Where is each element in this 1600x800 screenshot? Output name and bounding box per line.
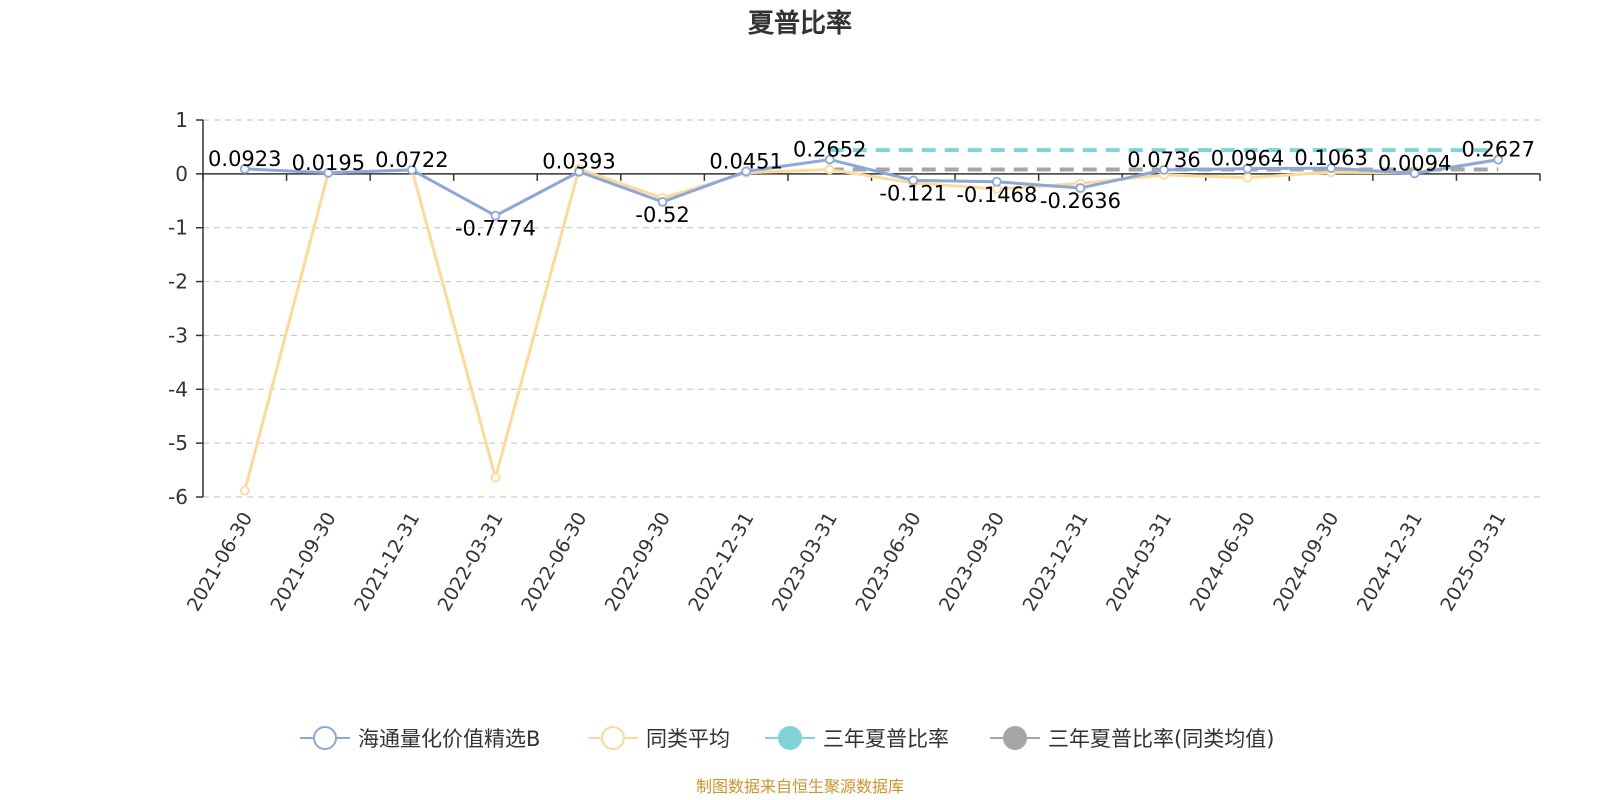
legend-item[interactable]: 三年夏普比率(同类均值) xyxy=(990,726,1274,751)
legend-item[interactable]: 三年夏普比率 xyxy=(765,726,949,751)
series-line xyxy=(244,158,1499,218)
legend-marker-icon xyxy=(778,726,802,750)
data-point xyxy=(1242,172,1253,183)
x-tick-label: 2021-09-30 xyxy=(266,509,340,616)
legend-label: 三年夏普比率(同类均值) xyxy=(1048,727,1274,751)
y-tick-label: -2 xyxy=(168,270,188,294)
legend-label: 三年夏普比率 xyxy=(823,727,949,751)
data-point xyxy=(1242,163,1253,174)
y-tick-label: -1 xyxy=(168,216,188,240)
data-point xyxy=(908,175,919,186)
data-label: 0.0964 xyxy=(1211,147,1284,171)
series-line xyxy=(243,157,1499,491)
x-tick-label: 2024-09-30 xyxy=(1269,509,1343,616)
data-point xyxy=(490,472,501,483)
data-point xyxy=(407,165,417,175)
data-label: 0.2652 xyxy=(793,138,866,162)
x-tick-label: 2023-06-30 xyxy=(851,509,925,616)
data-label: -0.1468 xyxy=(956,183,1037,207)
data-label: 0.2627 xyxy=(1461,138,1534,162)
data-label: 0.0451 xyxy=(709,149,782,173)
data-point xyxy=(741,166,752,177)
data-point xyxy=(1409,168,1420,179)
x-tick-label: 2023-03-31 xyxy=(768,509,842,616)
x-tick-label: 2023-09-30 xyxy=(935,509,1009,616)
data-point xyxy=(657,196,668,207)
y-tick-label: 0 xyxy=(175,162,188,186)
data-label: 0.0923 xyxy=(208,147,281,171)
data-label: -0.52 xyxy=(635,203,689,227)
x-tick-label: 2021-12-31 xyxy=(350,509,424,616)
x-tick-label: 2022-06-30 xyxy=(517,509,591,616)
data-point xyxy=(490,210,501,221)
y-tick-label: -6 xyxy=(168,485,188,509)
series-lines xyxy=(239,148,1504,496)
x-tick-label: 2022-03-31 xyxy=(434,509,508,616)
data-point xyxy=(239,163,250,174)
data-label: -0.2636 xyxy=(1040,189,1121,213)
y-tick-label: -4 xyxy=(168,377,188,401)
x-tick-label: 2024-12-31 xyxy=(1353,509,1427,616)
data-label: 0.0736 xyxy=(1127,148,1200,172)
legend-marker-icon xyxy=(601,726,625,750)
data-point xyxy=(824,164,835,175)
legend-label: 同类平均 xyxy=(646,727,730,751)
data-label: 0.0094 xyxy=(1378,151,1451,175)
legend-item[interactable]: 海通量化价值精选B xyxy=(300,726,540,751)
data-point xyxy=(824,154,835,165)
data-point xyxy=(239,485,250,496)
data-point xyxy=(323,167,334,178)
legend[interactable]: 海通量化价值精选B 同类平均 三年夏普比率 三年夏普比率(同类均值) xyxy=(300,726,1274,751)
data-label: 0.0393 xyxy=(542,150,615,174)
data-point xyxy=(1159,164,1169,175)
y-tick-label: 1 xyxy=(175,108,188,132)
data-label: -0.7774 xyxy=(455,217,536,241)
data-label: 0.0195 xyxy=(292,151,365,175)
x-tick-label: 2021-06-30 xyxy=(183,509,257,616)
x-tick-label: 2022-09-30 xyxy=(601,509,675,616)
data-point xyxy=(1493,154,1504,165)
x-tick-label: 2025-03-31 xyxy=(1436,509,1510,616)
x-tick-label: 2022-12-31 xyxy=(684,509,758,616)
y-tick-label: -3 xyxy=(168,323,188,347)
data-point xyxy=(991,176,1002,187)
data-label: -0.121 xyxy=(879,181,947,205)
legend-marker-icon xyxy=(1003,726,1027,750)
data-point xyxy=(1326,163,1336,174)
grid-lines xyxy=(203,119,1540,498)
data-labels: 0.0923 0.0195 0.0722 -0.7774 0.0393 -0.52 0.04… xyxy=(208,138,1535,241)
data-point xyxy=(1075,183,1086,193)
data-label: 0.1063 xyxy=(1294,146,1367,170)
x-tick-label: 2023-12-31 xyxy=(1018,509,1092,616)
x-tick-label: 2024-06-30 xyxy=(1186,509,1260,616)
chart-title: 夏普比率 xyxy=(748,8,852,39)
y-tick-label: -5 xyxy=(168,431,188,455)
legend-item[interactable]: 同类平均 xyxy=(588,726,730,751)
legend-label: 海通量化价值精选B xyxy=(358,727,540,751)
data-label: 0.0722 xyxy=(375,148,448,172)
legend-marker-icon xyxy=(313,726,337,750)
data-point xyxy=(574,166,584,177)
x-tick-label: 2024-03-31 xyxy=(1102,509,1176,616)
data-source-note: 制图数据来自恒生聚源数据库 xyxy=(696,777,904,796)
